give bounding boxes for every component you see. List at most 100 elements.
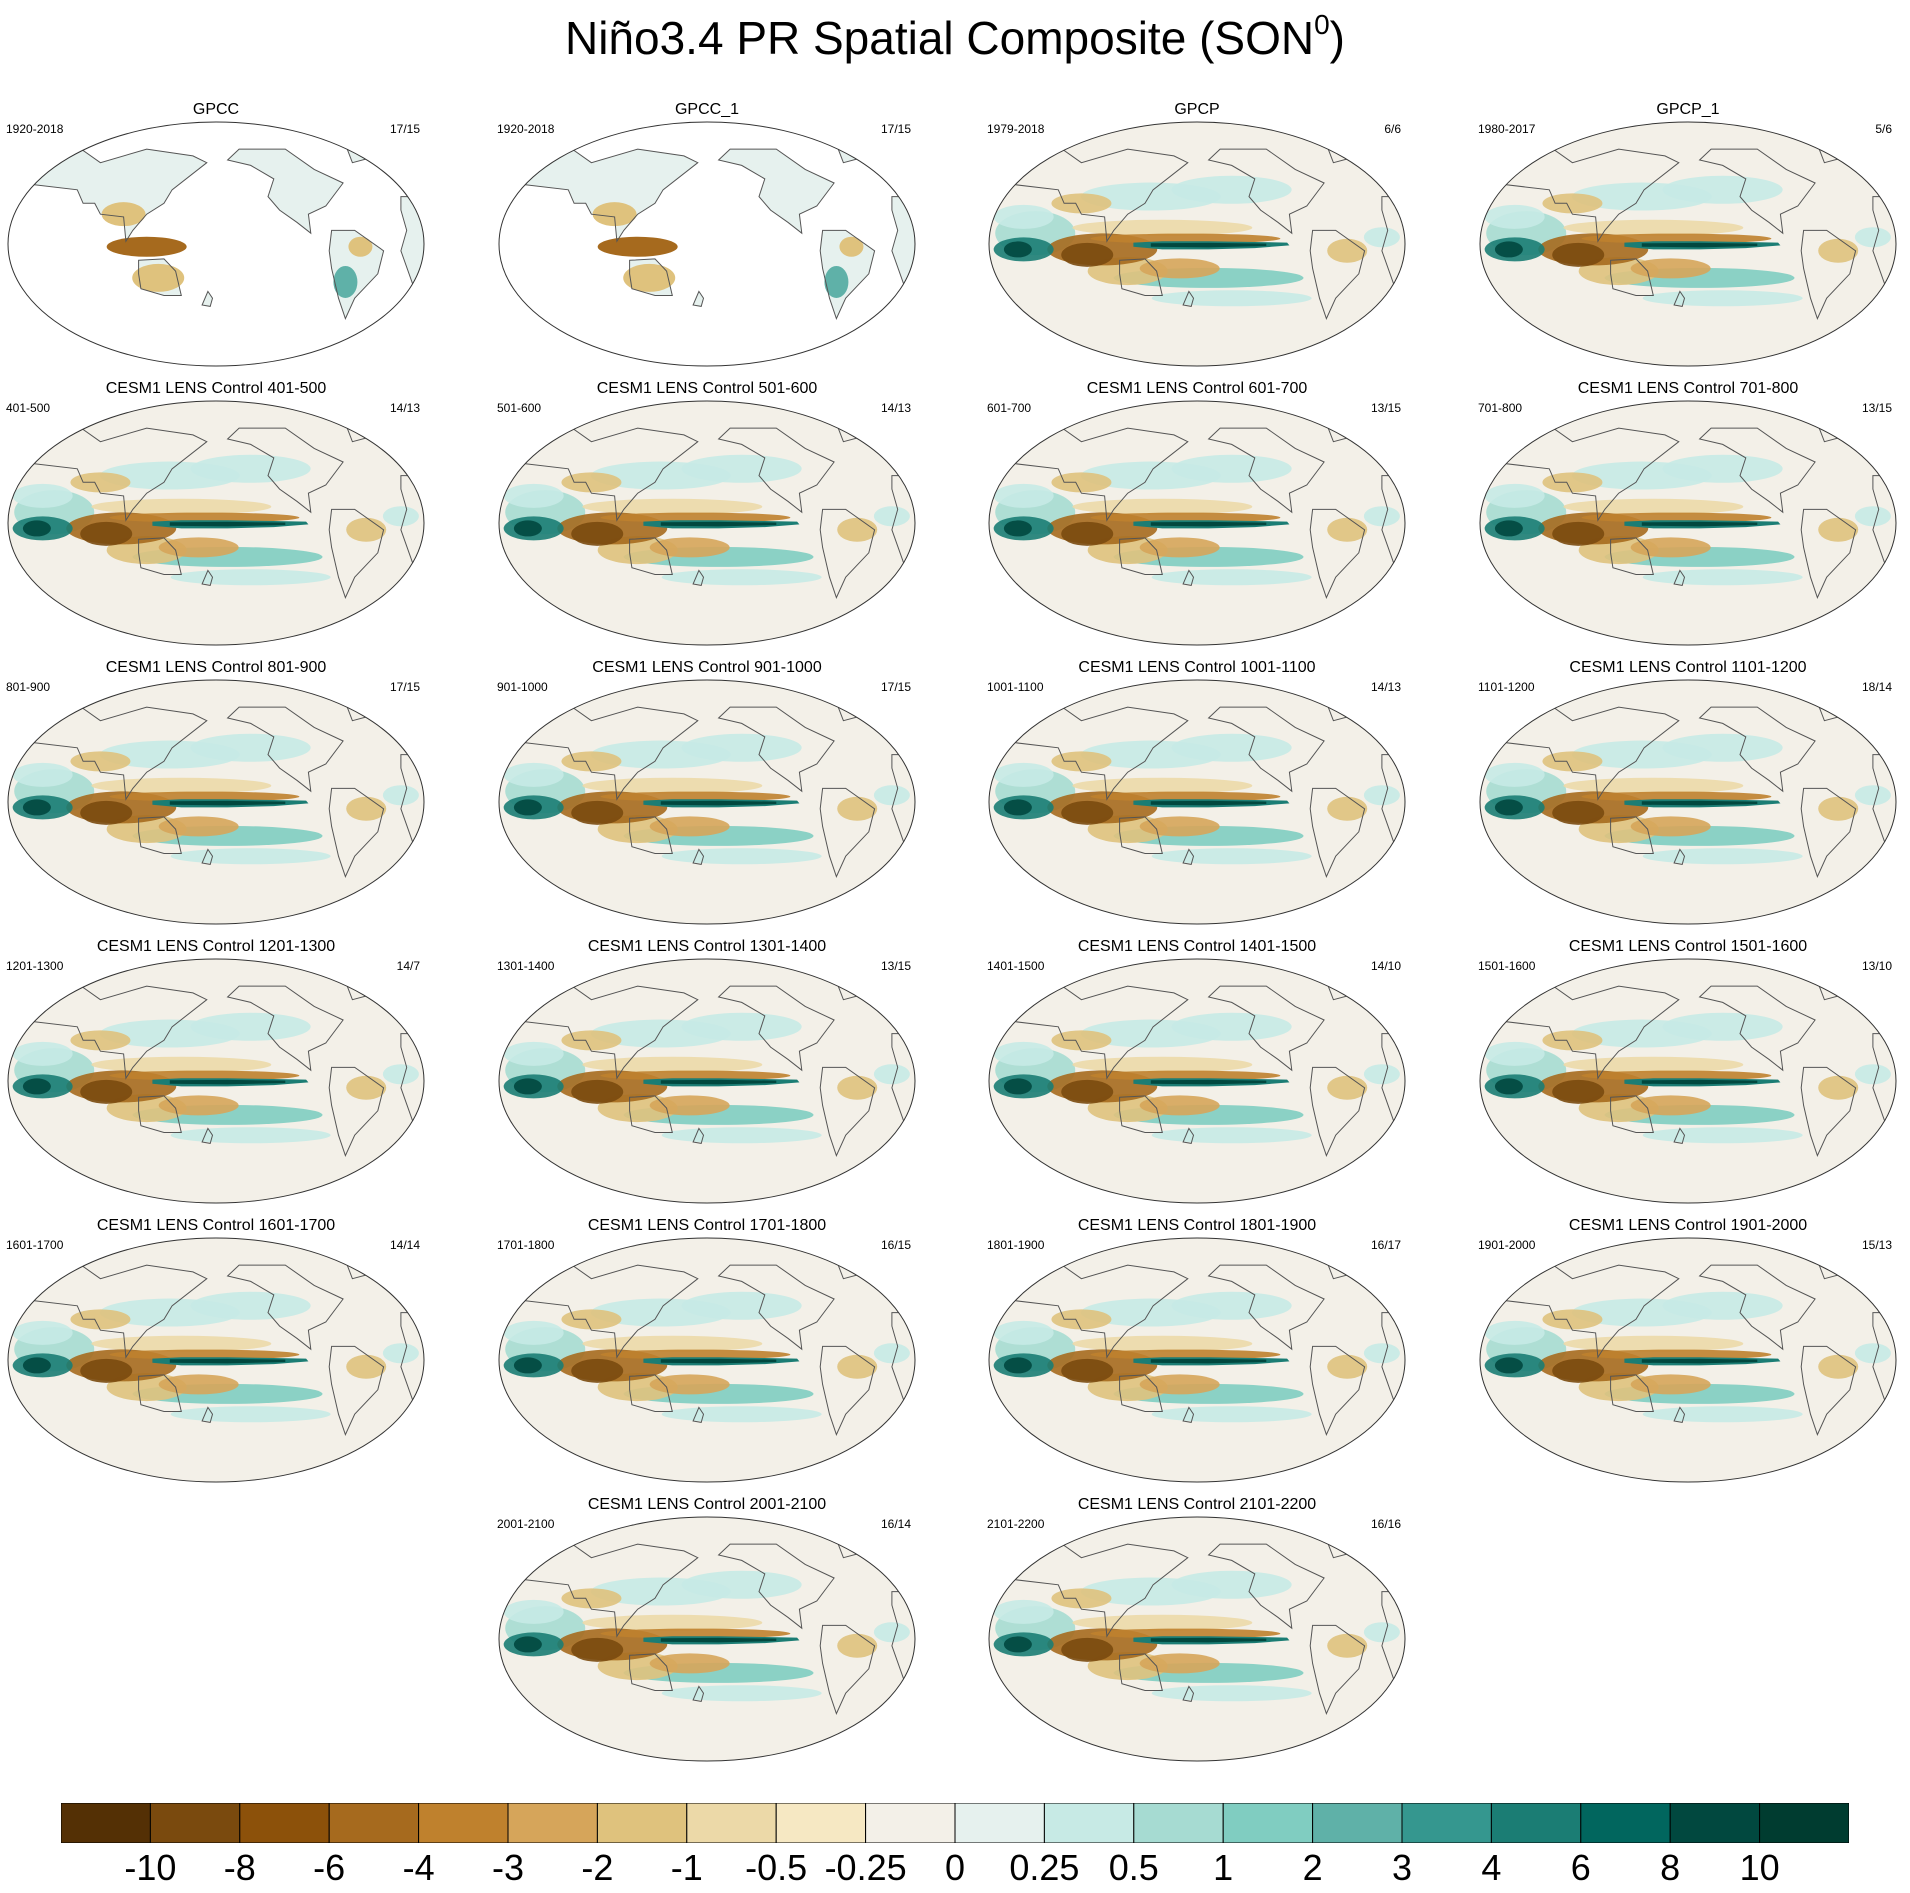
coastline-namerica (1207, 148, 1325, 235)
anomaly-dry-equator-north-edge (600, 1070, 791, 1081)
panel-count-label: 14/13 (880, 401, 911, 415)
colorbar-box (1133, 1803, 1224, 1843)
anomaly-wet-arabian (503, 1041, 564, 1066)
anomaly-dry-amazon (348, 236, 373, 257)
colorbar-tick-label: -6 (313, 1847, 346, 1888)
coastline-africa (400, 1312, 424, 1408)
map-outline (7, 400, 425, 646)
anomaly-wet-indian-core (1003, 1636, 1032, 1653)
coastline-nzealand (1673, 569, 1686, 586)
coastline-africa (891, 475, 915, 571)
anomaly-wet-northeast-pacific (1171, 454, 1292, 483)
colorbar-tick-label: -3 (491, 1847, 525, 1888)
panel-years-label: 901-1000 (497, 680, 548, 694)
panel-count-label: 16/15 (880, 1238, 911, 1252)
anomaly-dry-north-pacific-band (1563, 498, 1744, 515)
anomaly-wet-equatorial-core (660, 1637, 777, 1643)
figure-title: Niño3.4 PR Spatial Composite (SON0) (0, 10, 1910, 66)
anomaly-wet-arabian (1484, 483, 1545, 508)
anomaly-dry-amazon (839, 236, 864, 257)
panel-years-label: 2101-2200 (987, 1517, 1045, 1531)
land-fill-africa (400, 196, 424, 292)
anomaly-wet-south-pacific (170, 1127, 331, 1144)
coastline-australia (1119, 537, 1163, 575)
panel-count-label: 16/16 (1370, 1517, 1401, 1531)
anomaly-wet-equatorial-core (169, 1079, 286, 1085)
anomaly-wet-equatorial-core (1150, 1079, 1267, 1085)
coastline-samerica (328, 1345, 385, 1436)
anomaly-dry-southwest-pacific (1630, 1095, 1711, 1116)
anomaly-wet-northeast-pacific (1171, 1291, 1292, 1320)
map-outline (988, 679, 1406, 925)
anomaly-wet-south-pacific (1151, 1127, 1312, 1144)
colorbar-box (775, 1803, 867, 1843)
anomaly-dry-asia (1542, 751, 1603, 772)
anomaly-wet-atlantic (382, 506, 419, 527)
colorbar-box (1490, 1803, 1582, 1843)
colorbar-tick-label: 8 (1660, 1847, 1681, 1888)
colorbar-box (1401, 1803, 1492, 1843)
colorbar-tick-label: -0.5 (745, 1847, 808, 1888)
anomaly-dry-australia (623, 263, 676, 292)
coastline-africa (1872, 1033, 1896, 1129)
panel-count-label: 13/15 (880, 959, 911, 973)
panel-title: CESM1 LENS Control 701-800 (1577, 380, 1799, 397)
figure-title-superscript: 0 (1314, 9, 1330, 40)
coastline-samerica (1309, 229, 1366, 320)
anomaly-dry-maritime-core (1061, 521, 1114, 546)
coastline-nzealand (1182, 290, 1195, 307)
anomaly-dry-north-pacific-band (582, 1614, 763, 1631)
map-panel: CESM1 LENS Control 1901-2000 1901-2000 15/… (1478, 1216, 1898, 1488)
anomaly-wet-arabian (993, 1320, 1054, 1345)
anomaly-dry-north-pacific-band (582, 1056, 763, 1073)
anomaly-wet-atlantic (382, 1343, 419, 1364)
coastline-samerica (1800, 229, 1857, 320)
land-fill-namerica (718, 149, 835, 234)
map-outline (988, 958, 1406, 1204)
coastline-namerica (1698, 1264, 1816, 1351)
anomaly-dry-equator-north-edge (1581, 1349, 1772, 1360)
coastline-samerica (328, 1066, 385, 1157)
colorbar-box (865, 1803, 956, 1843)
coastline-australia (138, 1095, 182, 1133)
anomaly-wet-south-pacific (661, 848, 822, 865)
anomaly-wet-arabian (1484, 762, 1545, 787)
coastline-africa (400, 754, 424, 850)
anomaly-dry-maritime-core (571, 1637, 624, 1662)
map-panel: CESM1 LENS Control 1801-1900 1801-1900 16/… (987, 1216, 1407, 1488)
colorbar-box (149, 1803, 241, 1843)
map-panel: CESM1 LENS Control 1101-1200 1101-1200 18/… (1478, 658, 1898, 930)
map-panel: CESM1 LENS Control 501-600 501-600 14/13 (497, 379, 917, 651)
coastline-australia (1119, 1374, 1163, 1412)
coastline-samerica (819, 229, 876, 320)
anomaly-dry-north-pacific-band (1072, 1056, 1253, 1073)
panel-count-label: 14/13 (389, 401, 420, 415)
map-panel: GPCC_1 1920-2018 17/15 (497, 100, 917, 372)
anomaly-wet-arabian (12, 1041, 73, 1066)
anomaly-dry-north-pacific-band (1563, 777, 1744, 794)
anomaly-dry-equator-north-edge (1090, 233, 1281, 244)
anomaly-wet-equatorial-core (1150, 242, 1267, 248)
coastline-africa (1872, 754, 1896, 850)
coastline-australia (1610, 816, 1654, 854)
anomaly-wet-south-pacific (1151, 848, 1312, 865)
anomaly-dry-asia (1542, 1030, 1603, 1051)
colorbar-box (1222, 1803, 1314, 1843)
coastline-samerica (328, 508, 385, 599)
anomaly-wet-atlantic (873, 1622, 910, 1643)
anomaly-wet-arabian (993, 1041, 1054, 1066)
panel-title: CESM1 LENS Control 801-900 (105, 659, 327, 676)
colorbar-tick-label: 2 (1302, 1847, 1323, 1888)
panel-years-label: 1101-1200 (1478, 680, 1535, 694)
map-outline (498, 1237, 916, 1483)
land-fill-asia (499, 146, 698, 242)
anomaly-dry-australia (132, 263, 185, 292)
anomaly-dry-asia (70, 1030, 131, 1051)
map-outline (988, 400, 1406, 646)
panel-title: CESM1 LENS Control 1401-1500 (1077, 938, 1317, 955)
anomaly-wet-arabian (1484, 1320, 1545, 1345)
coastline-nzealand (1182, 1127, 1195, 1144)
anomaly-wet-indian-core (1494, 1078, 1523, 1095)
map-panel: CESM1 LENS Control 601-700 601-700 13/15 (987, 379, 1407, 651)
anomaly-wet-equatorial-core (1641, 1358, 1758, 1364)
